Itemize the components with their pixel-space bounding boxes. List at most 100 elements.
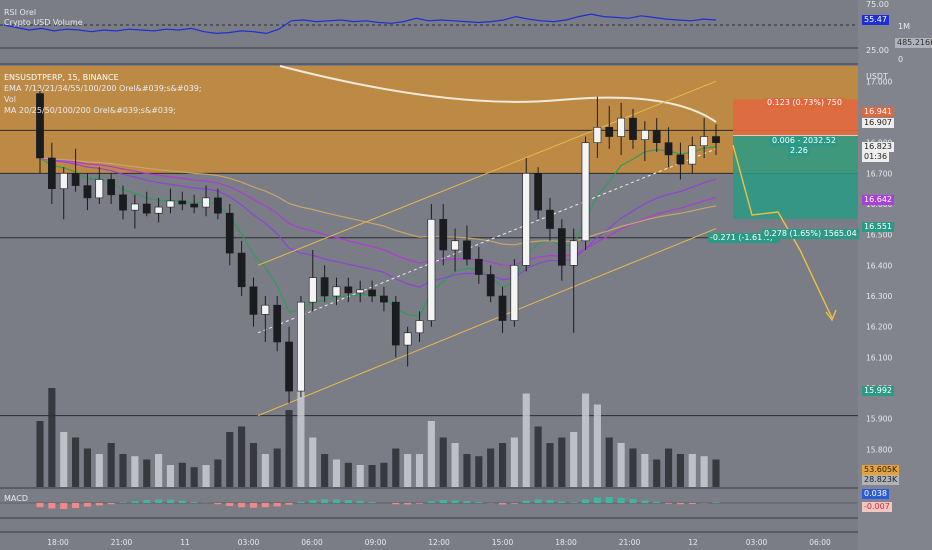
macd-bar [155,499,163,503]
volume-bar [202,465,210,487]
macd-bar [676,503,684,505]
candle-body [190,203,199,208]
price-tick-label: 16.400 [866,261,892,270]
time-tick-label: 12 [688,538,698,547]
volume-bar [238,426,246,487]
volume-bar [48,388,56,487]
price-tag-ema: 16.642 [862,195,894,205]
macd-bar [332,499,341,503]
price-tick-label: 15.900 [866,415,892,424]
channel-lower [257,228,717,417]
candle-body [617,117,625,137]
candle-body [225,212,234,254]
macd-label: MACD [4,494,28,503]
volume-bar [190,467,198,487]
candle-body [415,320,424,334]
price-tick-label: 16.700 [866,169,892,178]
volume-bar [285,410,293,487]
vol-scale-bottom: 0 [898,55,904,64]
target-label: 0.123 (0.73%) 750 [765,98,844,108]
candle-body [71,173,80,186]
macd-bar [641,500,649,503]
price-axis-bg [858,0,932,550]
candle-body [320,277,329,297]
volume-bar [380,462,388,487]
volume-bar [593,404,601,487]
price-tick-label: 16.500 [866,231,892,240]
candle-body [332,286,341,297]
rsi-axis-bottom: 25.00 [866,46,889,55]
candle-body [569,240,578,266]
time-tick-label: 12:00 [428,538,450,547]
candle-body [640,130,649,140]
candle-body [107,179,116,196]
macd-bar [593,497,601,503]
ma200-line [279,65,717,123]
macd-bar [522,500,530,503]
time-tick-label: 03:00 [746,538,768,547]
candle-body [474,258,483,275]
rsi-value-tag: 55.47 [862,15,889,25]
rsi-axis-top: 75.00 [866,0,889,9]
macd-bar [653,501,661,503]
volume-bar [392,448,400,487]
macd-bar [273,503,281,507]
macd-bar [415,503,424,504]
price-tag-low: 15.992 [862,386,894,396]
candle-body [439,219,448,251]
macd-bar [261,503,269,508]
candle-body [463,240,471,260]
zones [0,66,858,417]
indicator-lines [39,65,717,417]
rsi-title: RSI Orel [4,8,37,17]
volume-bar [451,443,459,487]
time-tick-label: 11 [180,538,190,547]
volume-bar [178,462,186,487]
candle-body [522,173,531,266]
volume-bar [688,454,696,487]
macd-bar [427,501,435,503]
indicator-vol: Vol [4,95,16,104]
volume-bars [36,382,720,487]
macd-bar [617,497,625,503]
volume-bar [665,448,673,487]
candle-body [391,301,400,346]
price-tag-vol-b: 28.823K [862,475,900,485]
indicator-ma: MA 20/25/50/100/200 Orel&#039;s&#039; [4,106,176,115]
time-tick-label: 18:00 [47,538,69,547]
macd-bar [558,501,566,503]
candle-body [486,274,495,297]
projection-arrowhead [825,309,837,322]
time-tick-label: 06:00 [301,538,323,547]
candle-body [557,228,566,266]
candles [36,87,720,404]
volume-bar [36,421,44,487]
macd-bar [368,501,376,503]
candle-body [36,93,44,159]
candle-body [249,286,258,315]
volume-bar [498,443,507,487]
macd-bar [107,503,115,505]
macd-bar [475,502,483,503]
macd-bar [36,503,44,508]
macd-bar [297,501,305,503]
rsi-subtitle: Crypto USD Volume [4,18,83,27]
price-tick-label: 16.300 [866,292,892,301]
candle-body [368,289,376,297]
candle-body [688,145,697,165]
time-tick-label: 15:00 [492,538,514,547]
price-tag-vol-a: 53.605K [862,465,900,475]
macd-bar [321,499,329,503]
volume-bar [653,459,661,487]
volume-bar [107,443,115,487]
price-unit: USDT [866,72,888,81]
candle-body [285,341,293,392]
macd-bar [451,500,459,503]
ema-line [39,146,717,317]
volume-bar [676,454,684,487]
macd-bar [605,497,613,503]
price-tag-current: 16.823 [862,142,894,152]
volume-bar [641,454,649,487]
volume-bar [72,437,80,487]
